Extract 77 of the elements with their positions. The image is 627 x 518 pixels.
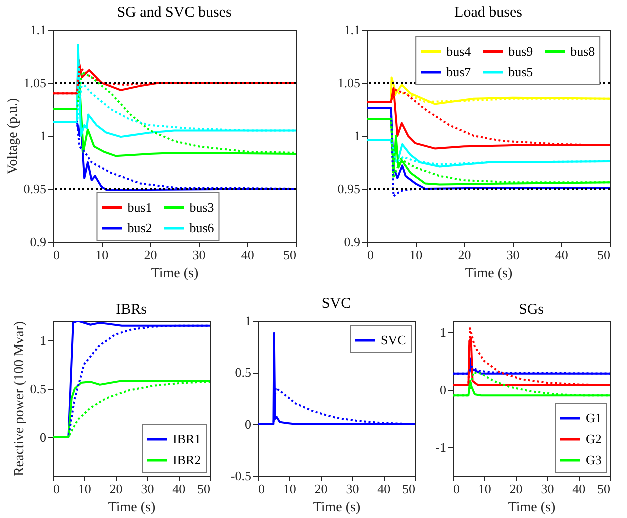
x-tick-label: 20 [458, 248, 472, 262]
y-tick-label: 0.9 [344, 234, 360, 250]
legend-label: bus8 [570, 44, 596, 59]
x-tick-label: 40 [555, 248, 568, 262]
x-tick-label: 50 [598, 482, 610, 496]
x-tick-label: 40 [172, 482, 186, 496]
y-tick-label: 0.5 [30, 381, 46, 396]
x-tick-label: 50 [284, 248, 296, 262]
legend-label: bus3 [190, 200, 214, 215]
y-tick-label: 1.1 [344, 22, 360, 38]
x-tick-label: 20 [110, 482, 123, 496]
legend-label: G1 [586, 410, 602, 426]
x-axis-title: Time (s) [508, 500, 556, 516]
y-axis-title: Reactive power (100 Mvar) [12, 321, 28, 477]
x-tick-label: 20 [314, 482, 328, 496]
x-axis-title: Time (s) [465, 266, 513, 282]
x-axis-title: Time (s) [108, 500, 156, 516]
x-tick-label: 30 [541, 482, 554, 496]
legend-label: bus4 [446, 44, 472, 59]
y-tick-label: -1 [436, 440, 446, 455]
chart-title: IBRs [116, 302, 148, 318]
x-tick-label: 0 [258, 482, 265, 496]
y-tick-label: 0 [245, 416, 252, 432]
x-tick-label: 0 [54, 248, 60, 262]
x-tick-label: 10 [478, 482, 492, 496]
x-tick-label: 0 [368, 248, 374, 262]
legend-label: IBR1 [173, 432, 202, 446]
x-tick-label: 20 [144, 248, 158, 262]
y-tick-label: 1 [245, 314, 252, 328]
x-tick-label: 10 [283, 482, 296, 496]
x-tick-label: 20 [510, 482, 523, 496]
x-tick-label: 30 [192, 248, 206, 262]
x-tick-label: 30 [141, 482, 154, 496]
legend-label: bus9 [508, 44, 534, 59]
x-tick-label: 10 [78, 482, 92, 496]
y-tick-label: 0 [440, 382, 446, 398]
chart-title: Load buses [454, 5, 523, 21]
x-tick-label: 40 [241, 248, 254, 262]
y-tick-label: 0.9 [30, 234, 46, 250]
legend-label: bus6 [190, 220, 215, 236]
y-tick-label: 1 [40, 332, 46, 348]
x-tick-label: 10 [410, 248, 423, 262]
chart-title: SGs [518, 302, 544, 318]
y-tick-label: 1.05 [338, 76, 360, 90]
legend-label: bus5 [508, 64, 534, 80]
y-tick-label: -0.5 [230, 468, 252, 484]
x-tick-label: 50 [598, 248, 610, 262]
x-axis-title: Time (s) [313, 500, 361, 516]
x-tick-label: 10 [96, 248, 109, 262]
y-tick-label: 1 [440, 324, 446, 340]
x-tick-label: 50 [198, 482, 210, 496]
x-tick-label: 30 [346, 482, 360, 496]
y-tick-label: 0.95 [24, 182, 46, 196]
legend-label: bus7 [446, 64, 472, 80]
y-axis-title: Voltage (p.u.) [6, 98, 21, 175]
y-tick-label: 1.05 [24, 76, 46, 90]
x-axis-title: Time (s) [151, 266, 199, 282]
legend-label: SVC [381, 332, 406, 348]
chart-title: SG and SVC buses [117, 5, 232, 21]
legend-label: bus1 [128, 200, 152, 215]
y-tick-label: 0.5 [235, 365, 252, 380]
legend-label: G3 [586, 452, 602, 468]
legend-label: IBR2 [173, 452, 202, 468]
x-tick-label: 50 [402, 482, 416, 496]
x-tick-label: 0 [454, 482, 460, 496]
y-tick-label: 0 [40, 430, 46, 445]
x-tick-label: 40 [378, 482, 391, 496]
chart-title: SVC [322, 296, 352, 312]
y-tick-label: 0.95 [338, 182, 360, 196]
x-tick-label: 40 [572, 482, 586, 496]
y-tick-label: 1 [354, 128, 360, 144]
legend-label: bus2 [128, 220, 152, 236]
y-tick-label: 1 [40, 128, 46, 144]
legend-label: G2 [586, 432, 602, 446]
y-tick-label: 1.1 [30, 22, 46, 38]
x-tick-label: 0 [54, 482, 60, 496]
x-tick-label: 30 [506, 248, 520, 262]
